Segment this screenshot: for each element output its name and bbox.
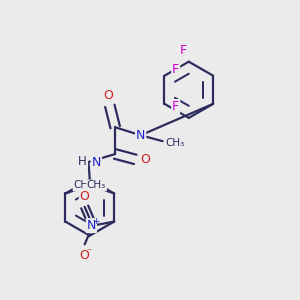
Text: O: O [103,89,113,102]
Text: F: F [172,100,179,113]
Text: +: + [92,217,100,226]
Text: F: F [180,44,187,57]
Text: N: N [92,155,101,169]
Text: CH₃: CH₃ [87,181,106,190]
Text: F: F [172,62,179,76]
Text: O: O [140,153,150,166]
Text: O: O [80,249,90,262]
Text: N: N [136,129,145,142]
Text: O: O [80,190,90,203]
Text: N: N [87,219,96,232]
Text: CH₃: CH₃ [74,181,93,190]
Text: CH₃: CH₃ [165,137,184,148]
Text: H: H [78,155,87,168]
Text: ⁻: ⁻ [86,248,92,257]
